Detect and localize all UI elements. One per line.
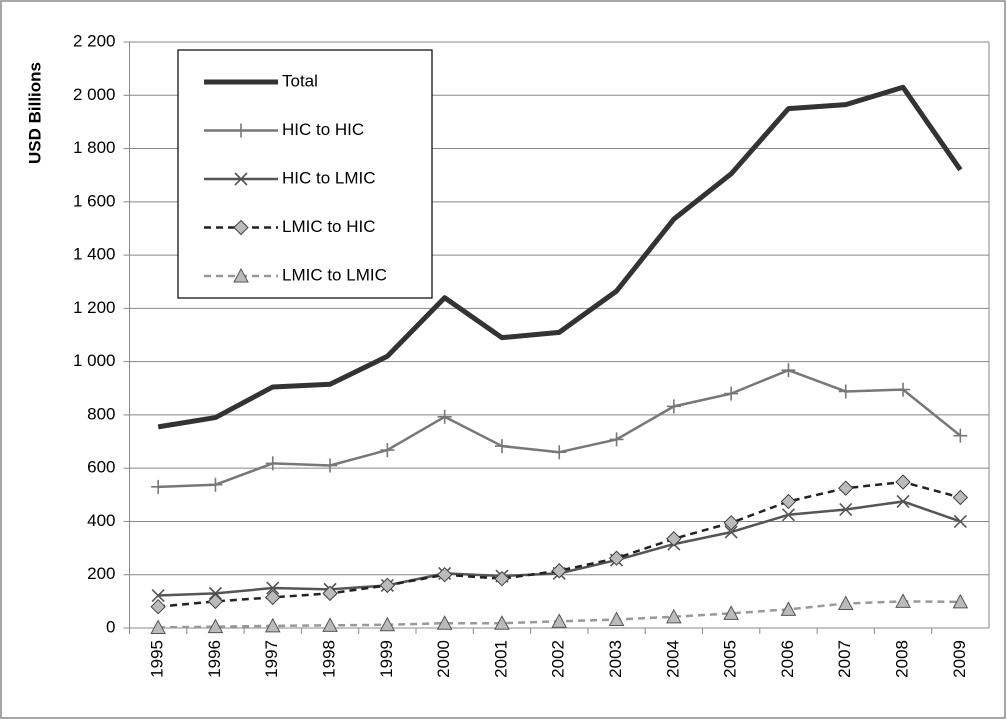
marker [608,611,625,626]
marker [494,571,510,587]
marker [837,595,854,610]
marker [895,474,911,490]
marker [436,615,453,630]
y-tick-label: 200 [87,564,115,583]
y-tick-label: 800 [87,404,115,423]
legend-label: LMIC to LMIC [282,265,387,284]
marker [838,480,854,496]
marker [896,494,910,509]
marker [608,550,625,566]
marker [380,443,395,458]
marker [208,477,223,492]
y-tick-label: 1 200 [73,298,116,317]
marker [150,619,166,634]
x-tick-label: 2001 [491,640,510,678]
marker [953,428,968,443]
y-tick-label: 400 [87,511,115,530]
legend-label: LMIC to HIC [282,217,376,236]
marker [780,493,797,510]
legend-box [177,49,433,299]
marker [781,363,796,378]
marker [838,384,853,399]
marker [666,399,681,414]
marker [724,525,738,539]
series-line [157,84,963,430]
marker [723,605,739,620]
marker [265,589,281,606]
marker [150,598,166,615]
y-tick-label: 0 [106,617,115,636]
marker [896,382,911,397]
x-tick-label: 1995 [148,640,167,678]
marker [151,588,165,603]
x-tick-label: 1999 [377,640,396,678]
x-tick-label: 1996 [205,640,224,678]
marker [207,593,224,610]
legend-marker [233,219,249,236]
marker [151,479,166,494]
x-tick-label: 2007 [835,640,854,678]
marker [952,489,969,506]
marker [723,515,739,531]
x-tick-label: 1997 [262,640,281,678]
marker [379,616,396,632]
marker [494,439,509,454]
marker [494,615,510,630]
y-tick-label: 1 000 [73,351,116,370]
legend-label: HIC to LMIC [282,168,376,187]
marker [724,386,739,401]
x-tick-label: 2006 [778,640,797,678]
marker [666,608,682,624]
marker [609,432,624,447]
marker [839,502,853,517]
marker [953,514,967,529]
x-tick-label: 2004 [663,640,682,678]
legend-marker [234,123,248,138]
x-tick-label: 2002 [549,640,568,678]
y-tick-label: 1 800 [73,138,116,157]
x-tick-label: 2009 [950,640,969,678]
marker [551,613,568,628]
marker [323,458,338,473]
marker [266,581,280,595]
marker [436,567,453,583]
marker [437,409,452,424]
x-tick-label: 2005 [721,640,740,678]
marker [552,445,567,460]
marker [666,531,682,547]
x-tick-label: 2000 [434,640,453,678]
x-tick-label: 1998 [320,640,339,678]
marker [781,508,796,522]
y-tick-label: 1 400 [73,245,116,264]
x-tick-label: 2008 [893,640,912,678]
marker [208,586,223,600]
series-line [158,480,961,608]
legend-label: HIC to HIC [282,120,364,139]
marker [551,563,567,579]
legend-label: Total [282,71,318,90]
y-tick-label: 2 000 [73,85,116,104]
marker [207,618,224,634]
x-tick-label: 2003 [606,640,625,678]
y-axis-label: USD Billions [25,62,44,164]
marker [322,617,338,632]
legend-marker [234,172,248,186]
y-tick-label: 600 [87,458,115,477]
legend-marker [233,267,249,283]
marker [952,593,969,609]
marker [780,601,797,616]
marker [379,577,396,594]
marker [322,585,338,602]
marker [265,456,280,471]
marker [264,617,281,633]
marker [895,593,911,608]
y-tick-label: 2 200 [73,31,116,50]
y-tick-label: 1 600 [73,191,116,210]
